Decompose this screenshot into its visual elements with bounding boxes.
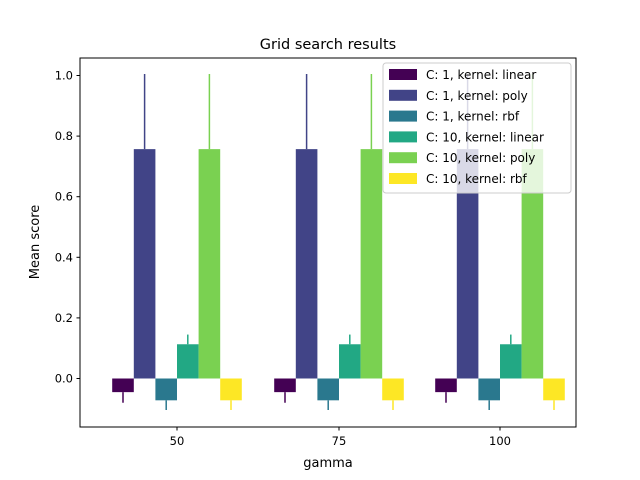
y-tick-label: 1.0 [55, 69, 73, 83]
bar [382, 378, 404, 401]
bar [133, 149, 156, 379]
legend-swatch [389, 152, 417, 164]
x-tick-label: 75 [332, 434, 347, 448]
chart-title: Grid search results [260, 37, 396, 53]
legend: C: 1, kernel: linear C: 1, kernel: poly C:… [382, 62, 572, 194]
bar [177, 344, 199, 379]
x-axis-ticks: 50 75 100 [170, 427, 511, 448]
legend-label: C: 10, kernel: rbf [426, 172, 527, 186]
legend-label: C: 10, kernel: linear [426, 130, 544, 144]
x-axis-label: gamma [303, 456, 353, 471]
legend-frame [382, 62, 572, 194]
bar [478, 378, 500, 401]
legend-swatch [389, 131, 417, 143]
legend-swatch [389, 173, 417, 184]
y-tick-label: 0.6 [55, 190, 73, 204]
bar [274, 378, 296, 393]
legend-swatch [389, 89, 417, 101]
bar [360, 149, 383, 379]
bars-layer [112, 149, 565, 401]
bar [543, 378, 565, 401]
bar [198, 149, 221, 379]
x-tick-label: 50 [170, 434, 185, 448]
legend-label: C: 10, kernel: poly [426, 151, 535, 165]
y-axis-label: Mean score [28, 205, 43, 279]
bar [112, 378, 134, 393]
bar [339, 344, 361, 379]
y-tick-label: 0.2 [55, 311, 73, 325]
legend-label: C: 1, kernel: poly [426, 89, 528, 103]
bar [435, 378, 457, 393]
plot-frame [79, 57, 577, 428]
legend-swatch [389, 69, 417, 80]
legend-swatch [389, 110, 417, 122]
bar [295, 149, 318, 379]
y-axis-ticks: 0.0 0.2 0.4 0.6 0.8 1.0 [55, 69, 80, 386]
bar [500, 344, 522, 379]
y-tick-label: 0.0 [55, 372, 73, 386]
bar [155, 378, 177, 401]
y-tick-label: 0.8 [55, 129, 73, 143]
legend-label: C: 1, kernel: linear [426, 68, 536, 82]
legend-label: C: 1, kernel: rbf [426, 110, 520, 124]
bar [521, 149, 544, 379]
bar [456, 149, 479, 379]
bar [317, 378, 339, 401]
x-tick-label: 100 [489, 434, 511, 448]
bar [220, 378, 242, 401]
y-tick-label: 0.4 [55, 250, 73, 264]
